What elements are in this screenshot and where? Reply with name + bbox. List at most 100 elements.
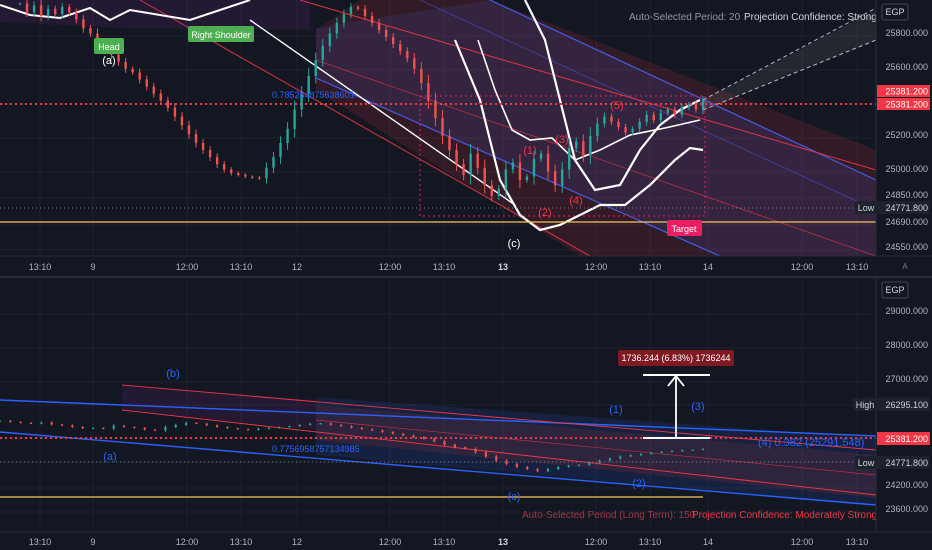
head-badge[interactable] (94, 38, 124, 54)
bottom-currency-box[interactable] (881, 281, 909, 299)
candle-body (122, 425, 126, 427)
top-price-axis[interactable]: EGP 25800.000 25600.000 25200.000 25000.… (875, 0, 932, 256)
candle-body (18, 3, 22, 5)
candle-body (701, 448, 705, 450)
time-tick-label: 13:10 (29, 537, 52, 547)
candle-body (9, 420, 12, 422)
blue-channel-lower-line (315, 77, 721, 256)
candle-body (691, 449, 694, 451)
candle-body (629, 455, 632, 457)
candle-body (441, 118, 444, 136)
target-box (419, 95, 706, 217)
candle-body (82, 19, 85, 29)
candle-body (610, 116, 613, 122)
candle-body (356, 7, 360, 9)
top-price-tick: 24850.000 (885, 190, 928, 200)
bottom-red-mid-line (315, 419, 876, 476)
candle-body (19, 421, 22, 424)
target-badge[interactable] (667, 220, 702, 236)
candle-body (216, 425, 219, 427)
candle-body (286, 128, 289, 144)
bottom-red-upper-line (121, 384, 876, 451)
candle-body (391, 37, 395, 45)
bottom-price-axis[interactable]: EGP 29000.000 28000.000 27000.000 24200.… (875, 278, 932, 532)
projection-cone (703, 10, 876, 110)
candle-body (433, 438, 436, 442)
candle-body (340, 424, 343, 427)
candle-body (639, 453, 643, 456)
time-tick-label: 12 (292, 537, 302, 547)
bottom-price-tick: 23600.000 (885, 504, 928, 514)
bottom-fib-level-label: (4) 0.382 (25291.548) (758, 437, 864, 449)
bottom-price-panel[interactable]: 1736.244 (6.83%) 1736244 0.7756958757134… (0, 280, 877, 532)
time-tick-label: 12 (292, 262, 302, 272)
candle-body (464, 447, 467, 449)
top-time-axis[interactable]: 13:10 9 12:00 13:10 12 12:00 13:10 13 12:00 13:10… (0, 255, 932, 276)
candle-body (180, 116, 184, 126)
bottom-wave-a-label: (a) (103, 451, 116, 463)
bottom-blue-lower-line (0, 431, 876, 506)
candle-body (469, 153, 472, 175)
time-tick-label: 13:10 (29, 262, 52, 272)
bottom-purple-zone (122, 385, 316, 430)
auto-scale-button[interactable]: A (902, 262, 908, 271)
bottom-wave-3-label: (3) (691, 401, 704, 413)
candle-body (536, 469, 539, 472)
candle-body (173, 107, 177, 117)
time-tick-label: 13:10 (639, 262, 662, 272)
candle-body (575, 141, 578, 149)
candle-body (230, 169, 233, 174)
candle-body (490, 185, 493, 196)
top-info-confidence: Projection Confidence: Strong (744, 12, 877, 23)
time-tick-label: 12:00 (791, 262, 814, 272)
candle-body (40, 422, 43, 424)
candle-body (32, 5, 36, 13)
candle-body (244, 174, 247, 177)
top-low-tag (877, 201, 930, 214)
forecast-curve-upper (524, 0, 701, 192)
bottom-currency-label: EGP (885, 285, 904, 295)
candle-body (557, 466, 560, 469)
time-tick-label: 12:00 (379, 537, 402, 547)
right-shoulder-badge[interactable] (188, 26, 254, 42)
bottom-price-tick: 29000.000 (885, 306, 928, 316)
measure-tooltip-text: 1736.244 (6.83%) 1736244 (621, 353, 730, 363)
top-price-tick: 24550.000 (885, 242, 928, 252)
time-tick-label: 13:10 (433, 262, 456, 272)
time-tick-label: 12:00 (585, 537, 608, 547)
fib-ratio-label: 0.785284875638601 (272, 90, 355, 100)
candle-body (278, 427, 281, 429)
bottom-price-tick: 28000.000 (885, 340, 928, 350)
candle-body (349, 7, 353, 15)
candle-body (195, 422, 198, 424)
candle-body (145, 79, 148, 87)
target-badge-label: Target (671, 224, 697, 234)
candle-body (681, 450, 684, 452)
bottom-wave-1-label: (1) (609, 404, 622, 416)
red-channel-lower-line-2 (315, 59, 876, 256)
bottom-time-axis[interactable]: 13:10 9 12:00 13:10 12 12:00 13:10 13 12:00 13:10… (0, 531, 932, 550)
candle-body (46, 8, 50, 16)
candle-body (483, 167, 486, 186)
candle-body (29, 422, 33, 424)
candle-body (701, 100, 705, 110)
bottom-wave-2-label: (2) (632, 478, 645, 490)
candle-body (102, 427, 105, 430)
candle-body (335, 22, 339, 34)
candle-body (402, 433, 405, 436)
top-currency-box[interactable] (881, 3, 909, 21)
candle-body (300, 93, 303, 110)
blue-channel-upper-line (489, 0, 876, 181)
candle-body (257, 428, 260, 430)
candle-body (608, 458, 612, 461)
candle-body (371, 429, 374, 431)
candle-body (453, 444, 456, 448)
candle-body (226, 427, 229, 429)
red-channel-lower-line (139, 0, 591, 256)
top-price-panel[interactable]: 0.785284875638601 Head Right Shoulder (a… (0, 0, 877, 256)
candle-body (455, 150, 458, 165)
top-gridlines (0, 0, 876, 256)
candle-body (314, 60, 317, 76)
wave-a-label: (a) (102, 55, 115, 67)
